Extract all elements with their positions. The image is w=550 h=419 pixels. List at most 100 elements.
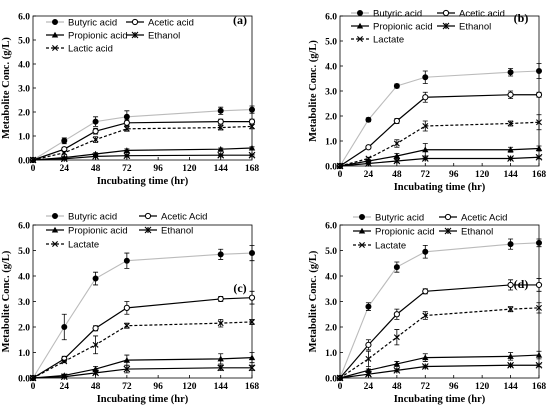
data-point (365, 155, 372, 162)
legend-item: Propionic acid (46, 30, 128, 41)
data-point (507, 69, 514, 76)
x-tick-label: 48 (91, 382, 101, 392)
data-point (507, 120, 514, 127)
x-tick-label: 168 (532, 170, 547, 180)
data-point (248, 364, 256, 372)
y-tick-label: 2.0 (325, 112, 337, 122)
data-point (61, 323, 68, 330)
y-tick-label: 4.0 (18, 60, 30, 70)
data-point (92, 136, 99, 143)
legend-label: Acetic Acid (161, 211, 207, 222)
legend: Butyric acid Acetic Acid Propionic acid Eth… (46, 211, 207, 250)
legend-item: Ethanol (439, 226, 493, 237)
series-lactic-acid (30, 123, 255, 163)
legend-item: Acetic acid (126, 17, 194, 28)
x-tick-label: 96 (153, 382, 163, 392)
legend-swatch-marker (358, 213, 365, 220)
data-point (422, 288, 429, 295)
data-point (248, 106, 255, 113)
data-point (248, 151, 256, 159)
data-point (217, 151, 225, 159)
legend-item: Acetic Acid (439, 212, 507, 223)
data-point (92, 128, 99, 135)
x-tick-label: 168 (245, 382, 260, 392)
data-point (422, 123, 429, 129)
x-tick-label: 48 (91, 164, 101, 174)
y-tick-label: 1.0 (325, 137, 337, 147)
legend-swatch-marker (144, 226, 152, 234)
data-point (217, 107, 224, 114)
chart-panel-2: 0 24 48 72 96 120 144 168 0.0 1.0 2.0 3.0 4.0 5.0 6.0 I… (308, 8, 546, 193)
legend-item: Butyric acid (351, 8, 422, 19)
data-point (248, 144, 256, 151)
x-tick-label: 168 (532, 382, 547, 392)
x-tick-label: 24 (364, 382, 374, 392)
y-tick-label: 0.0 (18, 374, 30, 384)
panel-label: (a) (233, 13, 247, 27)
series-line (339, 307, 540, 379)
legend-item: Propionic acid (353, 226, 435, 237)
panel-label: (d) (514, 277, 529, 291)
x-axis-title: Incubating time (hr) (97, 176, 189, 187)
data-point (60, 373, 68, 381)
legend-label: Propionic acid (68, 225, 128, 236)
legend-item: Propionic acid (46, 225, 128, 236)
legend-item: Lactate (46, 239, 99, 250)
legend-swatch-marker (52, 212, 59, 219)
data-point (393, 157, 401, 165)
legend-swatch-marker (131, 18, 139, 26)
data-point (535, 153, 543, 161)
series-butyric-acid (29, 245, 255, 381)
y-axis-title: Metabolite Conc. (g/L) (1, 37, 12, 139)
data-point (535, 281, 543, 289)
series-propionic-acid (336, 350, 543, 381)
series-line (339, 156, 540, 167)
series-line (339, 242, 540, 379)
legend: Butyric acid Acetic Acid Propionic acid Eth… (353, 212, 507, 251)
data-point (365, 341, 372, 348)
y-axis-title: Metabolite Conc. (g/L) (308, 40, 319, 142)
x-tick-label: 168 (245, 164, 260, 174)
data-point (421, 155, 429, 162)
y-tick-label: 2.0 (18, 323, 30, 333)
legend-item: Butyric acid (353, 212, 424, 223)
data-point (535, 361, 543, 369)
chart-panel-3: 0 24 48 72 96 120 144 168 0.0 1.0 2.0 3.0 4.0 5.0 6.0 I… (1, 211, 259, 405)
series-line (32, 297, 253, 379)
legend-label: Butyric acid (375, 212, 424, 223)
legend-swatch-marker (52, 45, 58, 51)
x-tick-label: 120 (182, 164, 197, 174)
series-line (339, 70, 540, 167)
y-tick-label: 1.0 (18, 349, 30, 359)
series-ethanol (29, 364, 256, 382)
x-tick-label: 72 (122, 382, 132, 392)
y-tick-label: 1.0 (325, 349, 337, 359)
y-tick-label: 3.0 (325, 298, 337, 308)
data-point (123, 257, 130, 264)
series-line (339, 94, 539, 167)
series-line (32, 252, 253, 379)
chart-panel-1: 0 24 48 72 96 120 144 168 0.0 1.0 2.0 3.0 4.0 5.0 6.0 I… (1, 12, 259, 187)
y-tick-label: 3.0 (18, 298, 30, 308)
x-tick-label: 72 (421, 382, 431, 392)
x-tick-label: 0 (31, 164, 36, 174)
legend-label: Propionic acid (375, 226, 435, 237)
data-point (365, 355, 372, 362)
legend-item: Ethanol (126, 30, 180, 41)
series-line (32, 367, 252, 379)
data-point (217, 124, 224, 131)
legend-item: Lactate (351, 34, 404, 45)
data-point (422, 146, 429, 153)
legend-swatch-marker (131, 31, 139, 39)
data-point (422, 248, 429, 255)
y-tick-label: 5.0 (325, 37, 337, 47)
series-line (32, 120, 252, 161)
panel-label: (c) (233, 281, 246, 295)
legend-label: Acetic acid (148, 17, 194, 28)
data-point (92, 275, 99, 282)
legend-swatch-marker (358, 227, 366, 234)
data-point (217, 118, 224, 125)
legend-item: Ethanol (139, 225, 193, 236)
data-point (337, 163, 343, 169)
y-tick-label: 5.0 (325, 247, 337, 257)
